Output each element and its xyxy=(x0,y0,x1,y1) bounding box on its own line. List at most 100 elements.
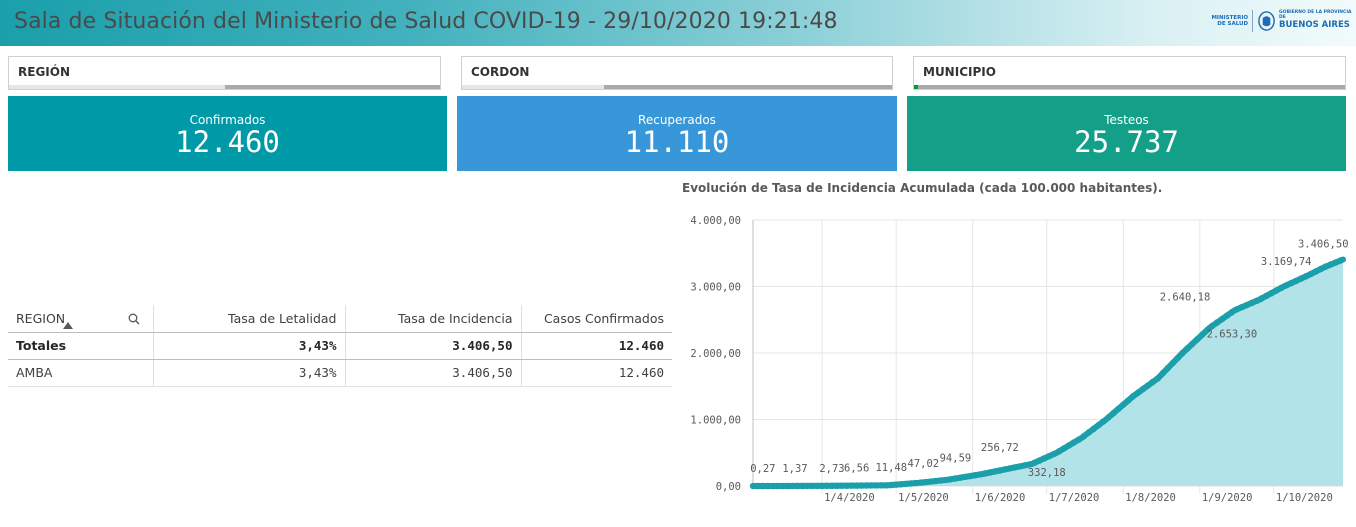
data-point[interactable] xyxy=(1204,326,1211,334)
data-point[interactable] xyxy=(1085,429,1092,436)
data-point[interactable] xyxy=(907,480,915,487)
data-point[interactable] xyxy=(897,481,905,488)
data-point[interactable] xyxy=(1297,275,1305,282)
data-point[interactable] xyxy=(818,482,826,490)
data-point[interactable] xyxy=(838,482,846,489)
data-point[interactable] xyxy=(1312,268,1319,275)
data-point[interactable] xyxy=(1189,340,1196,347)
data-point[interactable] xyxy=(1288,279,1295,287)
data-point[interactable] xyxy=(967,472,974,480)
data-point[interactable] xyxy=(1134,389,1142,396)
data-point[interactable] xyxy=(1065,442,1073,449)
data-point[interactable] xyxy=(759,482,767,490)
data-point[interactable] xyxy=(1268,290,1275,297)
data-point[interactable] xyxy=(1248,299,1255,307)
data-point[interactable] xyxy=(863,482,870,489)
data-point[interactable] xyxy=(1332,259,1339,266)
data-point[interactable] xyxy=(952,475,959,482)
data-point[interactable] xyxy=(1194,336,1201,343)
data-point[interactable] xyxy=(1090,425,1097,432)
data-point[interactable] xyxy=(848,482,855,489)
data-point[interactable] xyxy=(942,476,949,484)
data-point[interactable] xyxy=(888,481,895,489)
data-point[interactable] xyxy=(957,474,964,481)
data-point[interactable] xyxy=(1120,401,1127,408)
data-point[interactable] xyxy=(764,482,771,490)
data-point[interactable] xyxy=(1125,397,1132,404)
data-point[interactable] xyxy=(833,482,841,489)
data-point[interactable] xyxy=(828,482,836,489)
data-point[interactable] xyxy=(1283,282,1290,289)
data-point[interactable] xyxy=(1130,393,1137,400)
data-point[interactable] xyxy=(972,472,979,479)
table-row[interactable]: AMBA 3,43% 3.406,50 12.460 xyxy=(8,359,672,387)
data-point[interactable] xyxy=(823,482,831,489)
data-point[interactable] xyxy=(799,482,806,490)
col-header-incidencia[interactable]: Tasa de Incidencia xyxy=(344,305,521,333)
data-point[interactable] xyxy=(878,482,885,489)
data-point[interactable] xyxy=(1070,439,1078,446)
data-point[interactable] xyxy=(917,479,925,486)
data-point[interactable] xyxy=(1041,455,1048,462)
data-point[interactable] xyxy=(1095,421,1102,429)
data-point[interactable] xyxy=(981,470,989,477)
data-point[interactable] xyxy=(1209,322,1216,330)
data-point[interactable] xyxy=(962,473,969,481)
data-point[interactable] xyxy=(814,482,821,490)
col-header-confirmados[interactable]: Casos Confirmados xyxy=(520,305,672,333)
incidence-area-chart[interactable]: 0,00 1.000,00 2.000,00 3.000,00 4.000,00 1/4/… xyxy=(680,205,1350,510)
data-point[interactable] xyxy=(1080,433,1087,440)
data-point[interactable] xyxy=(1253,297,1260,305)
data-point[interactable] xyxy=(1001,466,1008,473)
data-point[interactable] xyxy=(1164,365,1171,372)
data-point[interactable] xyxy=(1021,462,1028,469)
col-header-letalidad[interactable]: Tasa de Letalidad xyxy=(152,305,345,333)
data-point[interactable] xyxy=(1006,465,1013,472)
data-point[interactable] xyxy=(749,482,757,490)
data-point[interactable] xyxy=(1051,450,1058,458)
data-point[interactable] xyxy=(1218,315,1226,323)
search-icon[interactable] xyxy=(128,313,140,325)
filter-municipio[interactable]: MUNICIPIO xyxy=(913,56,1346,90)
data-point[interactable] xyxy=(1213,319,1221,326)
data-point[interactable] xyxy=(893,481,900,488)
data-point[interactable] xyxy=(937,477,944,484)
data-point[interactable] xyxy=(1011,464,1018,471)
data-point[interactable] xyxy=(947,476,954,483)
data-point[interactable] xyxy=(1036,457,1043,464)
filter-region[interactable]: REGIÓN xyxy=(8,56,441,90)
data-point[interactable] xyxy=(1110,410,1117,417)
data-point[interactable] xyxy=(1055,448,1063,455)
data-point[interactable] xyxy=(1144,382,1152,389)
data-point[interactable] xyxy=(794,482,801,490)
data-point[interactable] xyxy=(1174,354,1181,362)
data-point[interactable] xyxy=(1317,265,1324,273)
data-point[interactable] xyxy=(922,478,929,486)
data-point[interactable] xyxy=(1159,370,1166,377)
filter-cordon[interactable]: CORDON xyxy=(461,56,893,90)
data-point[interactable] xyxy=(1149,378,1157,386)
data-point[interactable] xyxy=(858,482,865,489)
data-point[interactable] xyxy=(843,482,850,489)
data-point[interactable] xyxy=(1337,257,1344,264)
data-point[interactable] xyxy=(927,478,934,485)
data-point[interactable] xyxy=(1258,295,1265,302)
data-point[interactable] xyxy=(1100,418,1107,425)
data-point[interactable] xyxy=(883,482,890,489)
data-point[interactable] xyxy=(932,477,939,485)
data-point[interactable] xyxy=(1292,277,1300,285)
data-point[interactable] xyxy=(789,482,796,490)
data-point[interactable] xyxy=(1184,345,1191,352)
data-point[interactable] xyxy=(991,468,999,475)
data-point[interactable] xyxy=(754,482,762,490)
data-point[interactable] xyxy=(1031,459,1038,466)
data-point[interactable] xyxy=(1228,309,1236,316)
data-point[interactable] xyxy=(1307,270,1315,278)
data-point[interactable] xyxy=(769,482,776,490)
data-point[interactable] xyxy=(1302,273,1310,280)
data-point[interactable] xyxy=(1169,359,1176,367)
kpi-testeos[interactable]: Testeos 25.737 xyxy=(907,96,1346,171)
data-point[interactable] xyxy=(986,469,994,476)
data-point[interactable] xyxy=(774,482,781,490)
data-point[interactable] xyxy=(1273,287,1280,294)
